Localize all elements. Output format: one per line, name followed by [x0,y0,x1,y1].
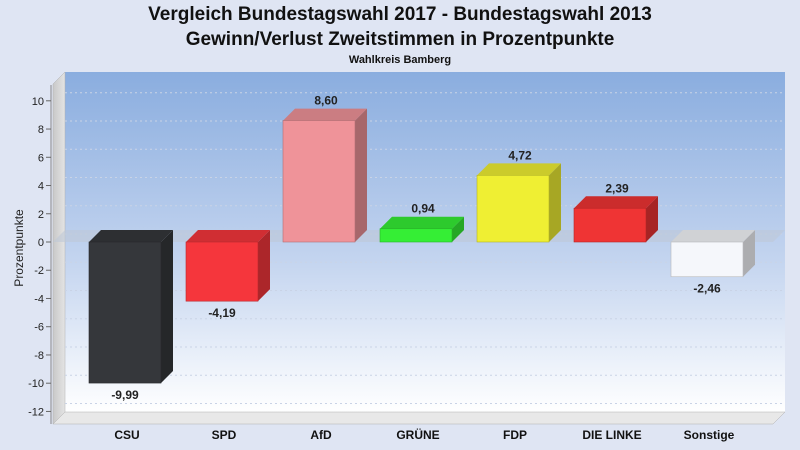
y-axis-label: Prozentpunkte [12,209,26,287]
value-labels: -9,99 -4,19 8,60 0,94 4,72 2,39 -2,46 [111,94,721,402]
value-label: -9,99 [111,388,139,402]
bar-top-face [477,163,561,176]
bar-front-face [88,241,162,384]
x-category-label: FDP [503,428,527,442]
bar-front-face [185,241,259,302]
chart-caption: Wahlkreis Bamberg [348,54,452,66]
x-category-label: CSU [114,428,139,442]
x-category-label: Sonstige [684,428,735,442]
bar-side-face [549,163,561,242]
bar-front-face [573,207,647,243]
bar-top-face [574,196,658,209]
x-category-label: DIE LINKE [582,428,641,442]
bar-top-face [186,230,270,242]
chart-subtitle: Gewinn/Verlust Zweitstimmen in Prozentpu… [185,29,615,50]
bar-die-linke [573,196,658,243]
value-label: -2,46 [693,282,721,296]
bars [88,108,755,384]
bar-afd [282,108,367,243]
bar-csu [88,230,173,384]
y-tick-label: 4 [38,181,44,193]
bar-front-face [282,120,356,243]
value-label: 8,60 [314,94,338,108]
y-tick-label: -6 [34,322,44,334]
bar-grüne [379,216,464,243]
y-tick-label: -12 [28,406,44,418]
bar-side-face [258,230,270,302]
y-tick-label: 10 [32,96,44,108]
x-category-label: GRÜNE [396,427,439,442]
y-tick-label: -2 [34,265,44,277]
y-tick-label: 8 [38,124,44,136]
y-tick-label: -4 [34,293,44,305]
bar-front-face [670,241,744,278]
bar-side-face [161,230,173,384]
bar-side-face [452,216,464,242]
value-label: 0,94 [411,202,435,216]
bar-sonstige [670,230,755,278]
value-label: 4,72 [508,148,532,162]
bar-side-face [646,196,658,242]
bar-side-face [743,230,755,277]
bar-top-face [671,230,755,242]
bar-top-face [380,216,464,229]
x-category-label: AfD [310,428,332,442]
y-tick-label: 2 [38,209,44,221]
bar-side-face [355,108,367,243]
x-axis: CSU SPD AfD GRÜNE FDP DIE LINKE Sonstige [114,427,734,442]
y-axis: 10 8 6 4 2 0 -2 -4 -6 -8 -10 -12 [28,96,51,418]
y-tick-label: -8 [34,350,44,362]
x-category-label: SPD [212,428,237,442]
plot-floor [52,411,786,425]
bar-front-face [476,175,550,243]
bar-fdp [476,163,561,243]
y-tick-label: -10 [28,378,44,390]
value-label: 2,39 [605,181,629,195]
bar-front-face [379,228,453,243]
bar-spd [185,230,270,302]
plot-side-wall [52,71,66,425]
y-tick-label: 0 [38,237,44,249]
y-tick-label: 6 [38,152,44,164]
bar-top-face [283,108,367,121]
bar-top-face [89,230,173,242]
value-label: -4,19 [208,306,236,320]
chart-title: Vergleich Bundestagswahl 2017 - Bundesta… [148,4,652,25]
